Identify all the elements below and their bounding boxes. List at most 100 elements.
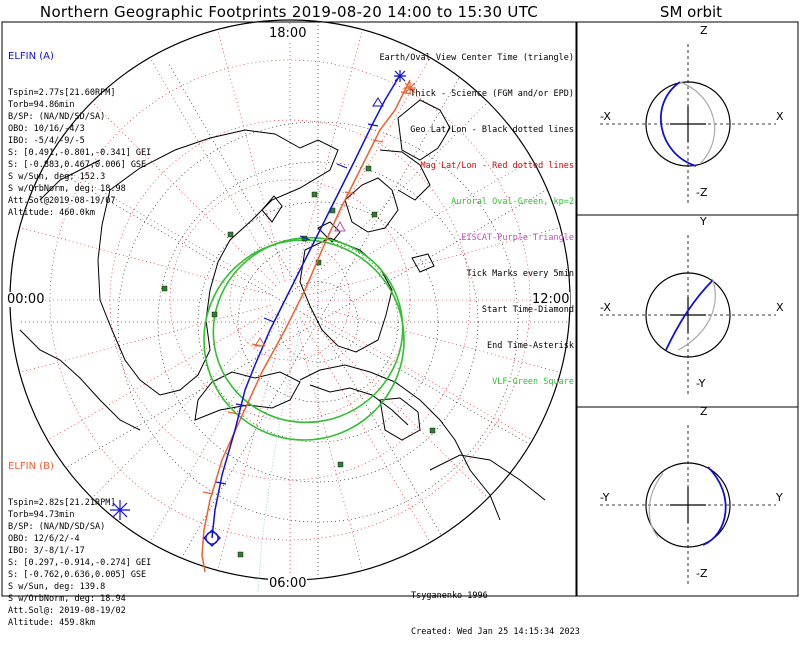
sm-orbit-circle bbox=[645, 272, 731, 358]
info-line: Altitude: 459.8km bbox=[8, 618, 95, 628]
elfin-a-end-asterisk bbox=[394, 70, 406, 82]
info-line: S: [0.491,-0.801,-0.341] GEI bbox=[8, 148, 152, 158]
mag-meridian bbox=[303, 313, 489, 499]
info-line: B/SP: (NA/ND/SD/SA) bbox=[8, 112, 106, 122]
mag-meridian bbox=[307, 309, 533, 441]
hour-label-left: 00:00 bbox=[6, 292, 46, 307]
mag-meridian bbox=[294, 319, 363, 571]
info-line: S: [-0.762,0.636,0.005] GSE bbox=[8, 570, 147, 580]
sm-orbit-a bbox=[659, 81, 697, 167]
elfin-b-track bbox=[201, 79, 411, 573]
sm-axis-label-top: Z bbox=[700, 405, 708, 418]
sm-axis-label-bottom: -Z bbox=[696, 186, 708, 199]
sm-axis-label-left: -X bbox=[600, 301, 611, 314]
elfin-b-ticks bbox=[202, 91, 412, 495]
info-line: IBO: -5/4/-9/-5 bbox=[8, 136, 85, 146]
sm-orbit-panels bbox=[600, 44, 776, 585]
mag-meridian bbox=[91, 101, 277, 287]
info-line: B/SP: (NA/ND/SD/SA) bbox=[8, 522, 106, 532]
mag-meridian bbox=[299, 57, 431, 283]
info-line: OBO: 10/16/-4/3 bbox=[8, 124, 85, 134]
elfin-b-info: ELFIN (B) Tspin=2.82s[21.21RPM] Torb=94.7… bbox=[8, 437, 151, 641]
mag-meridian bbox=[19, 227, 271, 296]
info-line: S w/OrbNorm, deg: 18.98 bbox=[8, 184, 126, 194]
sm-panel-3-frame bbox=[576, 406, 799, 597]
geo-meridian bbox=[167, 62, 319, 323]
footer: Tsyganenko-1996 Created: Wed Jan 25 14:1… bbox=[411, 566, 580, 650]
auxiliary-track bbox=[257, 329, 301, 593]
mag-meridian bbox=[47, 309, 273, 441]
info-line: Tspin=2.82s[21.21RPM] bbox=[8, 498, 116, 508]
sm-orbit-a bbox=[665, 279, 714, 351]
sm-axis-label-right: X bbox=[776, 110, 784, 123]
legend-item: VLF-Green Square bbox=[492, 377, 574, 387]
mag-meridian bbox=[217, 319, 286, 571]
footprint-map bbox=[1, 19, 799, 597]
info-line: OBO: 12/6/2/-4 bbox=[8, 534, 80, 544]
info-line: S w/Sun, deg: 139.8 bbox=[8, 582, 106, 592]
sm-axis-label-right: X bbox=[776, 301, 784, 314]
elfin-b-end-asterisk bbox=[404, 82, 416, 94]
mag-meridian bbox=[303, 101, 489, 287]
geo-meridian bbox=[167, 321, 319, 580]
sm-axis-label-bottom: -Z bbox=[696, 567, 708, 580]
hour-label-right: 12:00 bbox=[531, 292, 571, 307]
mag-meridian bbox=[299, 317, 431, 543]
hour-label-bottom: 06:00 bbox=[268, 576, 308, 591]
hour-label-top: 18:00 bbox=[268, 26, 308, 41]
mag-meridian bbox=[149, 317, 281, 543]
elfin-a-track bbox=[211, 74, 401, 539]
info-line: S w/Sun, deg: 152.3 bbox=[8, 172, 106, 182]
sm-orbit-circle bbox=[645, 81, 731, 167]
info-line: S: [-0.883,0.467,0.006] GSE bbox=[8, 160, 147, 170]
info-line: Altitude: 460.0km bbox=[8, 208, 95, 218]
elfin-a-info: ELFIN (A) Tspin=2.77s[21.60RPM] Torb=94.8… bbox=[8, 27, 151, 231]
sm-orbit-circle bbox=[645, 462, 731, 548]
sm-orbit-b bbox=[679, 81, 716, 165]
mag-meridian bbox=[294, 29, 363, 281]
mag-meridian bbox=[309, 304, 561, 373]
sm-panel-2 bbox=[600, 235, 776, 395]
info-line: Att.Sol@: 2019-08-19/02 bbox=[8, 606, 126, 616]
geo-grid bbox=[18, 22, 570, 580]
legend-item: End Time-Asterisk bbox=[487, 341, 574, 351]
mag-meridian bbox=[91, 313, 277, 499]
sm-orbit-b bbox=[677, 279, 716, 351]
sm-axis-label-top: Y bbox=[700, 215, 707, 228]
legend-item: Auroral Oval-Green, kp=2 bbox=[451, 197, 574, 207]
legend-item: Thick - Science (FGM and/or EPD) bbox=[410, 89, 574, 99]
map-title: Northern Geographic Footprints 2019-08-2… bbox=[39, 3, 539, 21]
mag-meridian bbox=[309, 227, 561, 296]
legend-item: Geo Lat/Lon - Black dotted lines bbox=[410, 125, 574, 135]
vlf-stations bbox=[161, 165, 436, 558]
info-line: S w/OrbNorm, deg: 18.94 bbox=[8, 594, 126, 604]
mag-meridian bbox=[19, 304, 271, 373]
sm-axis-label-left: -X bbox=[600, 110, 611, 123]
legend-item: Tick Marks every 5min bbox=[466, 269, 574, 279]
sm-panel-1 bbox=[600, 44, 776, 204]
coastlines bbox=[19, 99, 546, 521]
elfin-a-name: ELFIN (A) bbox=[8, 51, 54, 62]
created-label: Created: Wed Jan 25 14:15:34 2023 bbox=[411, 627, 580, 637]
auroral-oval bbox=[203, 236, 405, 441]
legend-item: Start Time-Diamond bbox=[481, 305, 574, 315]
sm-axis-label-bottom: -Y bbox=[696, 377, 706, 390]
sm-axis-label-left: -Y bbox=[600, 491, 610, 504]
sm-orbit-b bbox=[648, 472, 664, 538]
sm-axis-label-top: Z bbox=[700, 24, 708, 37]
elfin-a-view-triangle bbox=[372, 97, 384, 107]
elfin-b-view-triangle bbox=[254, 337, 266, 347]
sm-orbit-a bbox=[702, 466, 727, 546]
sm-axis-label-right: Y bbox=[776, 491, 783, 504]
mag-meridian bbox=[217, 29, 286, 281]
elfin-b-name: ELFIN (B) bbox=[8, 461, 54, 472]
mag-meridian bbox=[307, 159, 533, 291]
info-line: Att.Sol@2019-08-19/07 bbox=[8, 196, 116, 206]
info-line: Tspin=2.77s[21.60RPM] bbox=[8, 88, 116, 98]
legend-item: Earth/Oval View Center Time (triangle) bbox=[379, 53, 574, 63]
map-frame bbox=[1, 21, 577, 597]
sun-asterisk bbox=[110, 500, 130, 520]
eiscat-triangle bbox=[334, 220, 346, 232]
info-line: Torb=94.73min bbox=[8, 510, 75, 520]
elfin-a-start-diamond bbox=[203, 529, 221, 547]
